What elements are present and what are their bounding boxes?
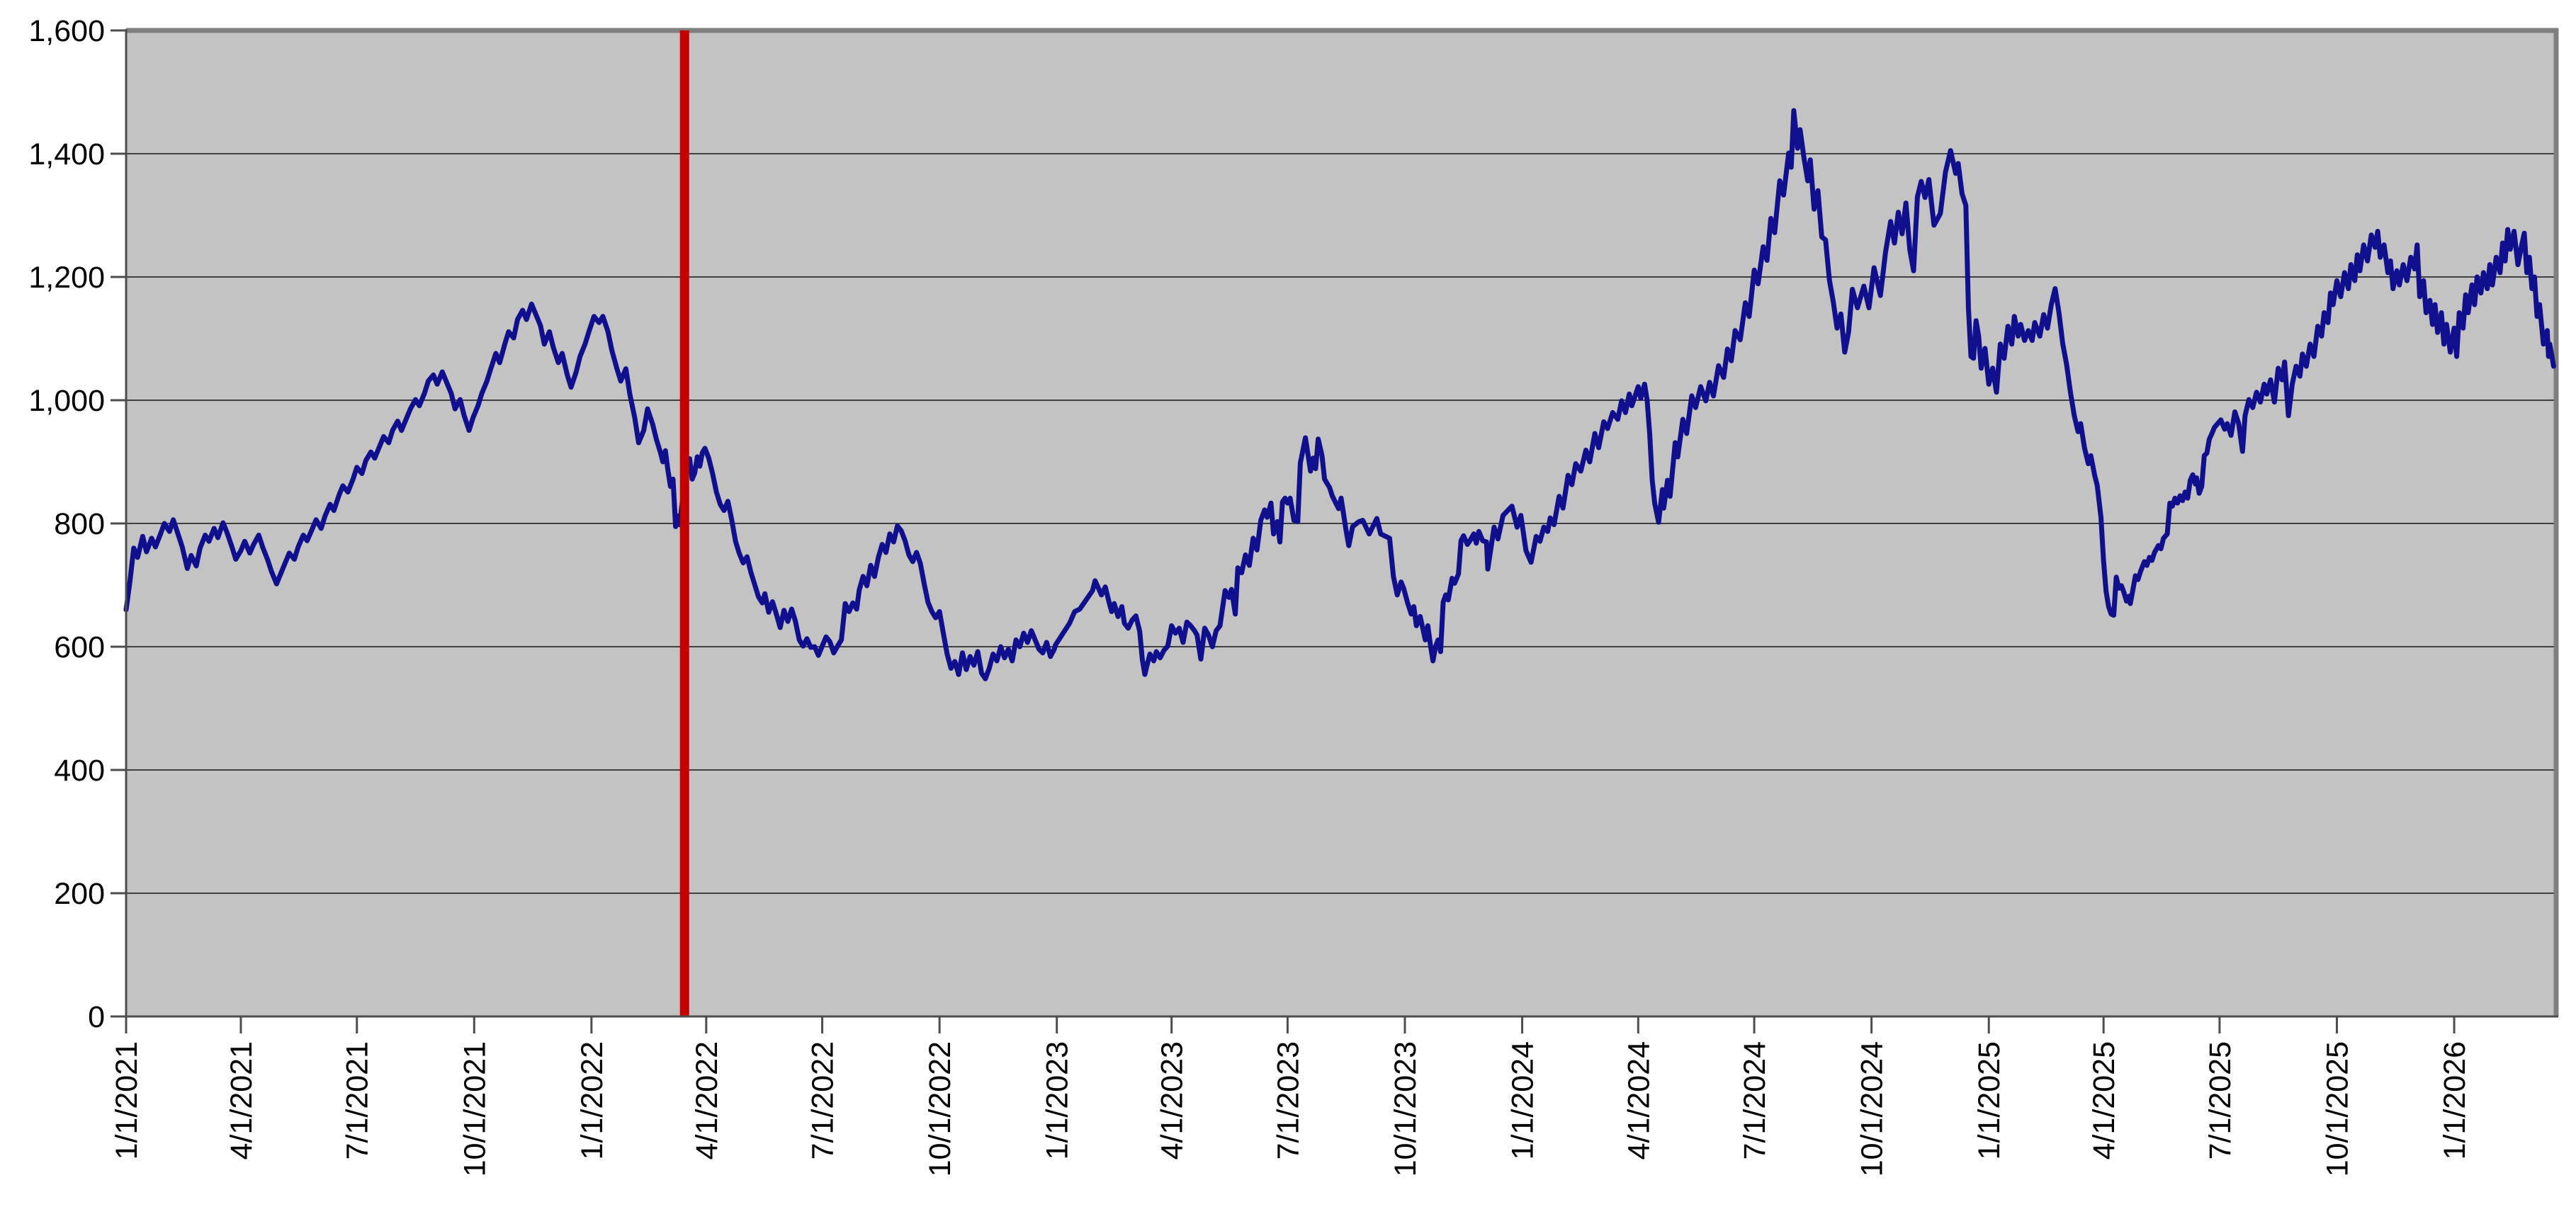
price-series-line [123, 108, 2556, 681]
y-axis-label: 1,600 [28, 14, 105, 48]
x-axis-label: 1/1/2026 [2438, 1041, 2472, 1160]
x-axis-label: 4/1/2024 [1622, 1041, 1656, 1160]
y-axis-label: 400 [54, 754, 105, 788]
x-axis-label: 7/1/2022 [806, 1041, 840, 1160]
x-axis-label: 4/1/2023 [1156, 1041, 1190, 1160]
x-axis-label: 10/1/2025 [2320, 1041, 2354, 1177]
x-axis-label: 7/1/2024 [1738, 1041, 1772, 1160]
y-axis-label: 600 [54, 630, 105, 664]
y-axis-label: 1,200 [28, 261, 105, 295]
x-axis-label: 10/1/2024 [1855, 1041, 1889, 1177]
x-axis-label: 1/1/2024 [1506, 1041, 1540, 1160]
x-axis-label: 1/1/2022 [575, 1041, 609, 1160]
x-axis-label: 7/1/2023 [1271, 1041, 1305, 1160]
x-axis-label: 4/1/2022 [690, 1041, 724, 1160]
x-axis-label: 10/1/2022 [923, 1041, 957, 1177]
y-axis-label: 1,000 [28, 384, 105, 418]
x-axis-label: 4/1/2025 [2087, 1041, 2121, 1160]
y-axis-label: 800 [54, 507, 105, 541]
x-axis-label: 4/1/2021 [225, 1041, 259, 1160]
x-axis-label: 1/1/2025 [1972, 1041, 2006, 1160]
x-axis-label: 10/1/2023 [1389, 1041, 1423, 1177]
y-axis-label: 200 [54, 877, 105, 911]
x-axis-label: 7/1/2021 [341, 1041, 375, 1160]
x-axis-label: 10/1/2021 [458, 1041, 492, 1177]
y-axis-label: 0 [88, 1000, 105, 1034]
y-axis-label: 1,400 [28, 137, 105, 171]
x-axis-label: 1/1/2021 [110, 1041, 144, 1160]
x-axis-label: 1/1/2023 [1041, 1041, 1075, 1160]
x-axis-label: 7/1/2025 [2203, 1041, 2237, 1160]
